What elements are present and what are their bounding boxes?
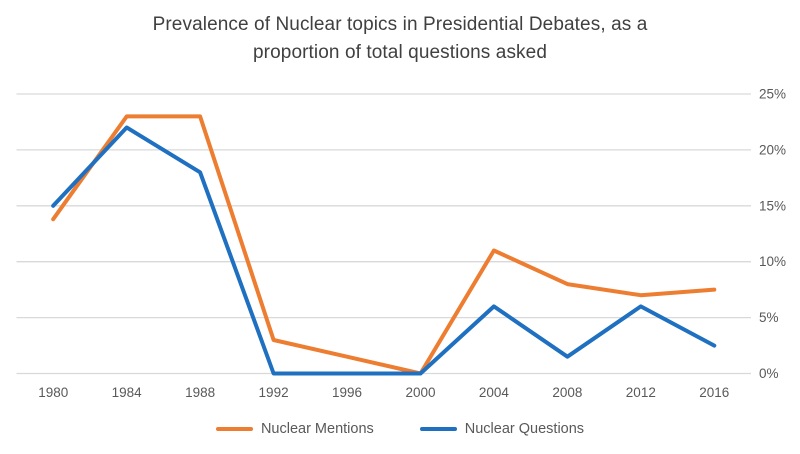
chart-title-line-1: Prevalence of Nuclear topics in Presiden… [152, 14, 648, 35]
y-axis-tick-label: 5% [759, 310, 779, 325]
x-axis-tick-label: 2012 [626, 385, 656, 400]
x-axis-tick-label: 2000 [405, 385, 435, 400]
y-axis-tick-label: 0% [759, 366, 779, 381]
y-axis-tick-label: 10% [759, 254, 786, 269]
chart-title-line-2: proportion of total questions asked [253, 42, 547, 63]
x-axis-tick-label: 2016 [699, 385, 729, 400]
legend: Nuclear Mentions Nuclear Questions [0, 421, 800, 437]
legend-line-swatch-questions [419, 427, 457, 431]
legend-item-nuclear-mentions: Nuclear Mentions [215, 421, 374, 437]
legend-label-questions: Nuclear Questions [464, 421, 585, 437]
x-axis-tick-label: 1988 [185, 385, 215, 400]
x-axis-tick-label: 2004 [479, 385, 510, 400]
legend-item-nuclear-questions: Nuclear Questions [419, 421, 585, 437]
y-axis-tick-label: 25% [759, 87, 786, 102]
x-axis-tick-label: 1984 [112, 385, 143, 400]
y-axis-tick-label: 20% [759, 142, 786, 157]
chart-title: Prevalence of Nuclear topics in Presiden… [0, 11, 800, 67]
series-line-nuclear-mentions [51, 114, 717, 376]
x-axis-tick-label: 1992 [259, 385, 289, 400]
x-axis-tick-label: 1980 [38, 385, 68, 400]
y-axis-tick-label: 15% [759, 198, 786, 213]
x-axis-tick-label: 1996 [332, 385, 362, 400]
x-axis-tick-label: 2008 [552, 385, 582, 400]
legend-label-mentions: Nuclear Mentions [260, 421, 374, 437]
series-line-nuclear-questions [51, 125, 717, 376]
legend-line-swatch-mentions [215, 427, 253, 431]
